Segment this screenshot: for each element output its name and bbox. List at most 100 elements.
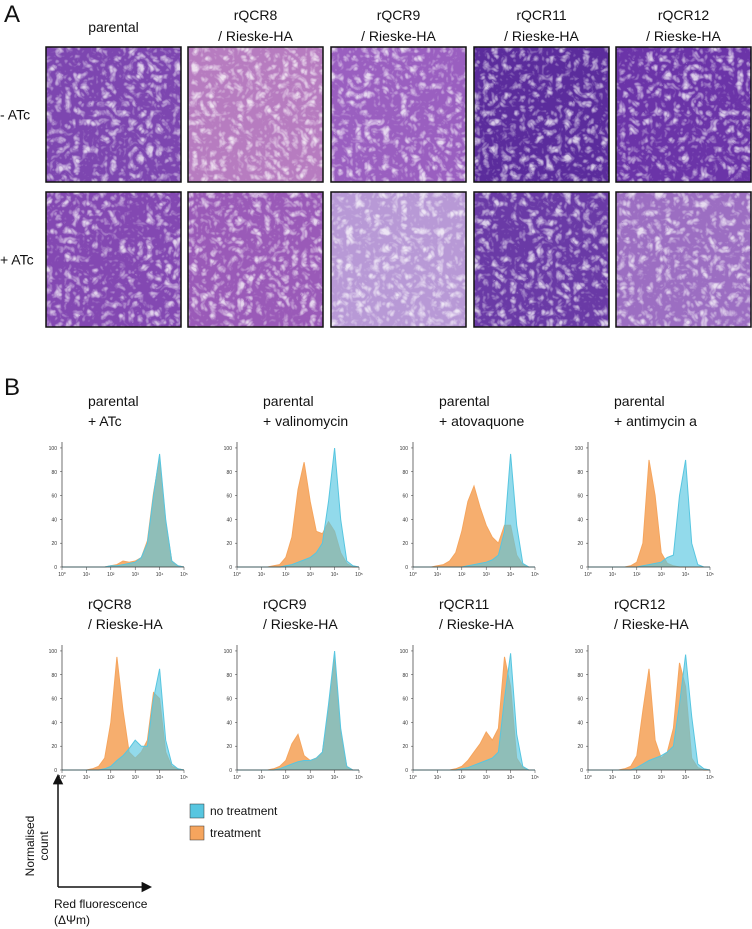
x-tick-label: 10⁰ xyxy=(584,572,592,578)
x-tick-label: 10² xyxy=(633,572,641,578)
y-tick-label: 40 xyxy=(51,720,57,726)
micrograph-border xyxy=(473,191,610,328)
y-tick-label: 0 xyxy=(229,565,232,571)
micrograph-texture xyxy=(188,47,323,182)
chart-title: parental xyxy=(263,393,314,409)
x-tick-label: 10² xyxy=(107,572,115,578)
x-tick-label: 10³ xyxy=(307,775,315,781)
column-header: parental xyxy=(88,19,139,35)
micrograph-border xyxy=(330,191,467,328)
x-tick-label: 10¹ xyxy=(434,775,442,781)
x-tick-label: 10¹ xyxy=(434,572,442,578)
micrograph-border xyxy=(45,46,182,183)
y-tick-label: 80 xyxy=(402,673,408,679)
y-tick-label: 0 xyxy=(580,768,583,774)
x-tick-label: 10⁴ xyxy=(331,572,339,578)
x-tick-label: 10⁵ xyxy=(531,775,539,781)
y-tick-label: 60 xyxy=(51,697,57,703)
y-tick-label: 80 xyxy=(51,673,57,679)
histogram-area xyxy=(62,453,184,567)
y-tick-label: 20 xyxy=(51,541,57,547)
y-tick-label: 60 xyxy=(226,697,232,703)
x-tick-label: 10² xyxy=(282,775,290,781)
x-tick-label: 10⁵ xyxy=(180,775,188,781)
column-header: / Rieske-HA xyxy=(504,28,579,44)
column-header: rQCR9 xyxy=(377,7,421,23)
histogram-area xyxy=(588,654,710,770)
x-tick-label: 10¹ xyxy=(258,572,266,578)
chart-title: rQCR11 xyxy=(439,596,490,612)
x-tick-label: 10⁰ xyxy=(233,775,241,781)
micrograph-texture xyxy=(331,47,466,182)
panel-label: B xyxy=(4,374,20,401)
column-header: rQCR11 xyxy=(516,7,567,23)
key-y-label: count xyxy=(37,831,51,861)
y-tick-label: 40 xyxy=(226,517,232,523)
micrograph-texture xyxy=(46,192,181,327)
x-tick-label: 10⁰ xyxy=(58,572,66,578)
chart-title: / Rieske-HA xyxy=(263,616,338,632)
y-tick-label: 40 xyxy=(577,720,583,726)
y-tick-label: 80 xyxy=(226,673,232,679)
y-tick-label: 40 xyxy=(402,720,408,726)
x-tick-label: 10³ xyxy=(132,775,140,781)
histogram-area xyxy=(413,453,535,567)
y-tick-label: 60 xyxy=(402,697,408,703)
row-label: - ATc xyxy=(0,107,30,123)
y-tick-label: 0 xyxy=(405,565,408,571)
y-tick-label: 100 xyxy=(224,446,233,452)
x-tick-label: 10⁵ xyxy=(531,572,539,578)
x-tick-label: 10⁴ xyxy=(682,775,690,781)
y-tick-label: 80 xyxy=(51,470,57,476)
y-tick-label: 80 xyxy=(577,673,583,679)
x-tick-label: 10³ xyxy=(658,775,666,781)
micrograph-border xyxy=(187,46,324,183)
x-tick-label: 10⁰ xyxy=(233,572,241,578)
chart-title: / Rieske-HA xyxy=(614,616,689,632)
y-tick-label: 80 xyxy=(577,470,583,476)
y-tick-label: 0 xyxy=(229,768,232,774)
y-tick-label: 80 xyxy=(402,470,408,476)
chart-title: + valinomycin xyxy=(263,413,348,429)
x-tick-label: 10⁰ xyxy=(409,572,417,578)
y-tick-label: 100 xyxy=(575,649,584,655)
chart-title: + antimycin a xyxy=(614,413,697,429)
y-tick-label: 20 xyxy=(402,541,408,547)
histogram-area xyxy=(237,651,359,770)
column-header: rQCR12 xyxy=(658,7,710,23)
x-tick-label: 10⁵ xyxy=(706,775,714,781)
chart-title: + ATc xyxy=(88,413,122,429)
chart-title: parental xyxy=(614,393,665,409)
legend-label: no treatment xyxy=(210,804,278,818)
x-tick-label: 10⁵ xyxy=(355,572,363,578)
chart-title: parental xyxy=(88,393,139,409)
x-tick-label: 10⁰ xyxy=(58,775,66,781)
legend-label: treatment xyxy=(210,826,261,840)
chart-title: / Rieske-HA xyxy=(88,616,163,632)
y-tick-label: 100 xyxy=(400,649,409,655)
micrograph-border xyxy=(187,191,324,328)
x-tick-label: 10³ xyxy=(658,572,666,578)
x-tick-label: 10¹ xyxy=(83,572,91,578)
x-tick-label: 10⁰ xyxy=(409,775,417,781)
x-tick-label: 10¹ xyxy=(609,775,617,781)
x-tick-label: 10² xyxy=(633,775,641,781)
y-tick-label: 80 xyxy=(226,470,232,476)
micrograph-texture xyxy=(188,192,323,327)
histogram-area xyxy=(413,653,535,770)
key-x-label: Red fluorescence xyxy=(54,897,148,911)
column-header: / Rieske-HA xyxy=(218,28,293,44)
y-tick-label: 20 xyxy=(226,541,232,547)
y-tick-label: 20 xyxy=(226,744,232,750)
key-x-label: (ΔΨm) xyxy=(54,913,90,927)
micrograph-texture xyxy=(616,47,751,182)
histogram-area xyxy=(588,459,710,567)
micrograph-texture xyxy=(474,192,609,327)
x-tick-label: 10⁴ xyxy=(507,572,515,578)
y-tick-label: 0 xyxy=(54,768,57,774)
micrograph-texture xyxy=(616,192,751,327)
x-tick-label: 10⁴ xyxy=(156,572,164,578)
column-header: rQCR8 xyxy=(234,7,278,23)
y-tick-label: 60 xyxy=(402,494,408,500)
